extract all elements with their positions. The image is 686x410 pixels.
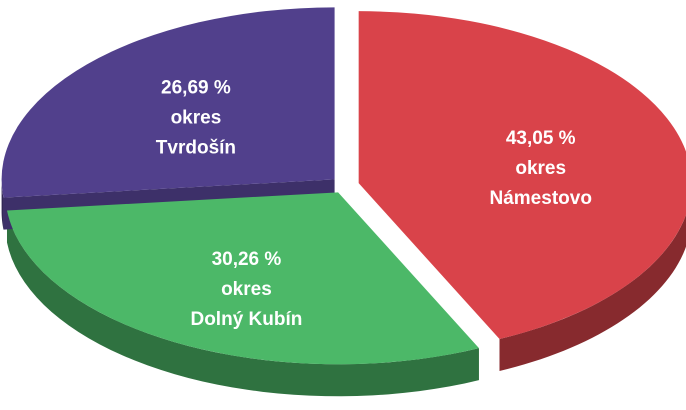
value-label: 26,69 %	[161, 77, 231, 98]
slice-label: okres Dolný Kubín	[190, 279, 302, 330]
slice	[6, 192, 479, 365]
slice	[1, 7, 335, 198]
slice-label: okres Námestovo	[490, 158, 592, 209]
value-label: 43,05 %	[506, 128, 576, 149]
slice-side	[6, 210, 479, 397]
slice-label: okres Tvrdošín	[156, 107, 236, 158]
value-label: 30,26 %	[212, 249, 282, 270]
slice	[358, 11, 686, 340]
slice-side	[499, 214, 686, 372]
slice-side	[1, 179, 4, 230]
